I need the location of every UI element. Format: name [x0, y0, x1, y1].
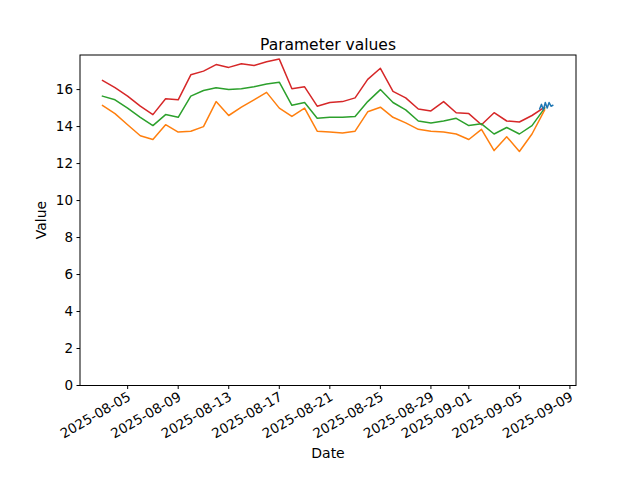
- y-tick-label: 4: [64, 303, 73, 319]
- y-tick-label: 2: [64, 340, 73, 356]
- series-layer: [102, 59, 553, 151]
- plot-area-border: [80, 55, 576, 386]
- y-tick-label: 12: [56, 155, 73, 171]
- y-tick-label: 16: [56, 81, 73, 97]
- figure: 02468101214162025-08-052025-08-092025-08…: [0, 0, 640, 480]
- y-tick-label: 0: [64, 377, 73, 393]
- y-tick-label: 6: [64, 266, 73, 282]
- y-axis-label: Value: [33, 201, 49, 239]
- chart-canvas: 02468101214162025-08-052025-08-092025-08…: [0, 0, 640, 480]
- x-axis-label: Date: [311, 445, 344, 461]
- chart-title: Parameter values: [260, 36, 396, 54]
- y-tick-label: 14: [56, 118, 73, 134]
- y-tick-label: 8: [64, 229, 73, 245]
- y-tick-label: 10: [56, 192, 73, 208]
